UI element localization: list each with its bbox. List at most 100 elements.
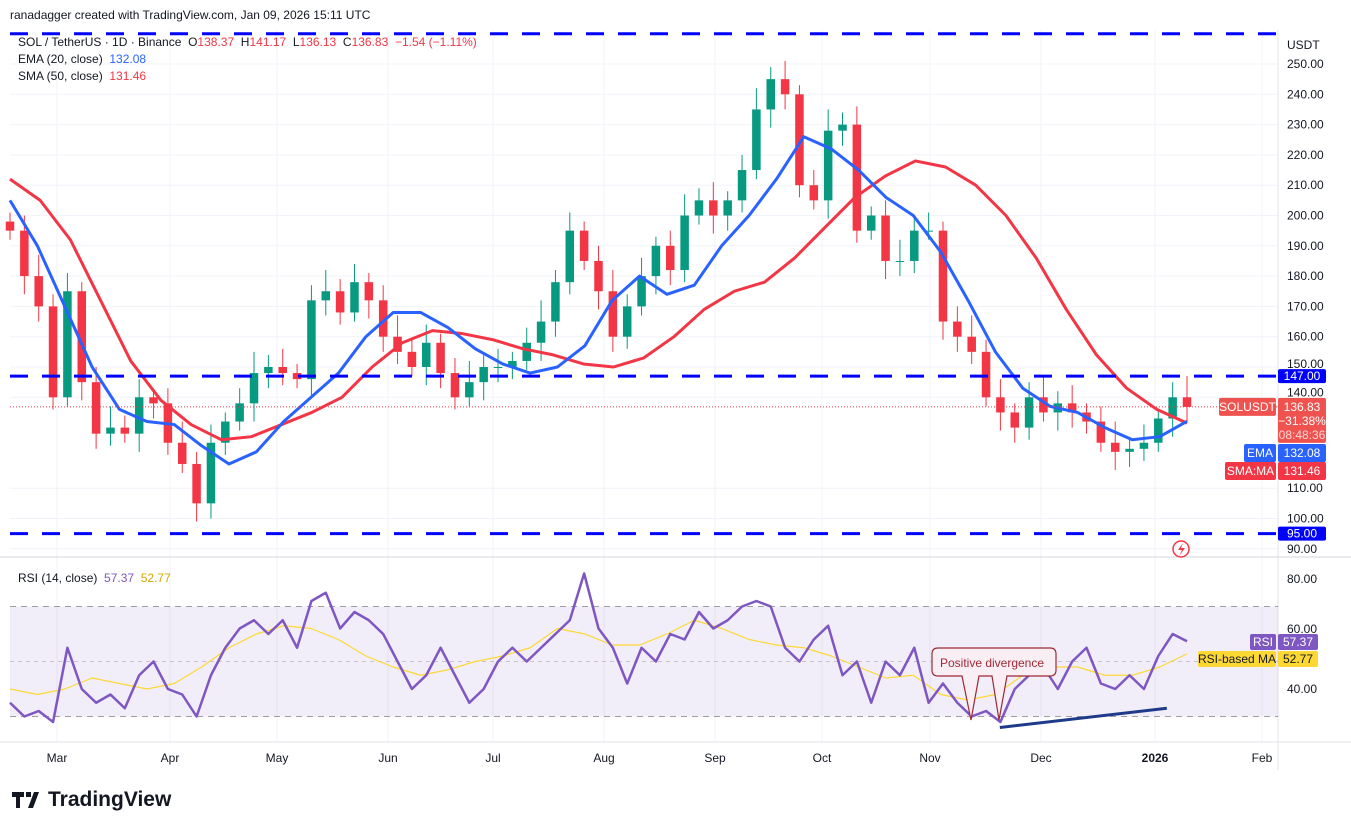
y-tick-label: 230.00 — [1287, 118, 1324, 132]
candle — [924, 230, 933, 232]
candle — [493, 367, 503, 368]
symbol-name[interactable]: SOL / TetherUS · 1D · Binance — [18, 35, 182, 49]
rsi-tick-label: 40.00 — [1287, 682, 1317, 696]
candle — [192, 463, 201, 504]
candle — [1010, 412, 1020, 428]
candle — [666, 245, 675, 271]
candle — [106, 427, 115, 434]
candle — [522, 342, 531, 361]
rsi-ma-tag-text: RSI-based MA — [1198, 652, 1276, 666]
price-badge-price: 136.83 — [1284, 400, 1321, 414]
candle — [795, 94, 804, 186]
candle — [34, 276, 43, 307]
candle — [953, 321, 962, 337]
open-label: O — [188, 35, 198, 49]
tradingview-logo-icon — [12, 792, 39, 808]
open-value: 138.37 — [197, 35, 235, 49]
candle — [1096, 421, 1106, 443]
rsi-tag — [1250, 634, 1276, 650]
candle — [249, 373, 259, 404]
candle — [422, 342, 431, 367]
y-tick-label: 210.00 — [1287, 178, 1324, 192]
candle — [881, 215, 890, 261]
candle — [63, 291, 72, 398]
candle — [221, 421, 230, 443]
candle — [436, 342, 445, 374]
x-tick-label: Oct — [813, 751, 832, 765]
rsi-ma-tag — [1198, 651, 1276, 667]
currency-label: USDT — [1287, 38, 1320, 52]
candle — [967, 336, 976, 352]
change-value: −1.54 (−1.11%) — [394, 35, 477, 49]
candle — [321, 291, 331, 301]
y-tick-label: 90.00 — [1287, 542, 1317, 556]
level-badge-text: 95.00 — [1287, 527, 1317, 541]
ema-tag-text: EMA — [1247, 446, 1273, 460]
x-tick-label: Dec — [1030, 751, 1051, 765]
y-tick-label: 140.00 — [1287, 385, 1324, 399]
x-tick-label: Aug — [593, 751, 614, 765]
rsi-ma-badge — [1278, 651, 1318, 667]
rsi-tag-text: RSI — [1253, 635, 1273, 649]
candle — [77, 291, 87, 383]
rsi-legend-label[interactable]: RSI (14, close) — [18, 571, 98, 585]
candle — [737, 170, 747, 201]
annotation-callout — [931, 647, 1057, 721]
candle — [393, 336, 402, 352]
close-value: 136.83 — [351, 35, 389, 49]
y-tick-label: 150.00 — [1287, 357, 1324, 371]
candle — [680, 215, 689, 271]
candle — [536, 321, 546, 343]
candle — [866, 215, 876, 231]
candle — [1110, 442, 1120, 452]
candle — [1168, 397, 1177, 419]
rsi-ma-line — [9, 619, 1188, 701]
candle — [1039, 397, 1048, 413]
symbol-badge — [1219, 397, 1276, 416]
sma-badge — [1278, 462, 1326, 480]
rsi-ma-badge-text: 52.77 — [1283, 652, 1313, 666]
ema-legend-value: 132.08 — [109, 52, 147, 66]
candle — [1182, 397, 1192, 407]
lightning-icon — [1172, 540, 1190, 558]
x-tick-label: Apr — [161, 751, 180, 765]
y-tick-label: 180.00 — [1287, 269, 1324, 283]
candle — [278, 367, 287, 374]
level-badge-text: 147.00 — [1284, 369, 1321, 383]
price-badge-countdown: 08:48:36 — [1279, 428, 1326, 442]
candle — [1024, 397, 1034, 428]
candle — [450, 373, 460, 398]
candle — [479, 367, 488, 383]
price-badge — [1278, 397, 1326, 443]
rsi-band — [10, 606, 1278, 717]
candle — [579, 230, 589, 261]
symbol-legend: SOL / TetherUS · 1D · Binance O138.37 H1… — [18, 34, 477, 85]
x-tick-label: Jul — [485, 751, 500, 765]
candle — [694, 200, 704, 216]
candle — [838, 124, 847, 131]
symbol-badge-text: SOLUSDT — [1219, 400, 1276, 414]
annotation-text: Positive divergence — [940, 656, 1044, 670]
candle — [910, 230, 919, 261]
credit-text: ranadagger created with TradingView.com,… — [10, 8, 371, 22]
y-tick-label: 160.00 — [1287, 330, 1324, 344]
ema-line — [8, 135, 1188, 466]
rsi-trendline — [999, 706, 1167, 729]
rsi-tick-label: 80.00 — [1287, 572, 1317, 586]
candle — [177, 442, 187, 464]
candle — [20, 230, 29, 277]
candle — [752, 109, 761, 171]
candle — [551, 282, 560, 322]
ema-legend-label[interactable]: EMA (20, close) — [18, 52, 103, 66]
candle — [622, 306, 632, 337]
candle — [235, 403, 244, 422]
y-tick-label: 100.00 — [1287, 512, 1324, 526]
candle — [823, 130, 833, 201]
candle — [465, 382, 474, 398]
rsi-ma-legend-value: 52.77 — [140, 571, 171, 585]
candle — [1139, 442, 1149, 449]
sma-legend-label[interactable]: SMA (50, close) — [18, 69, 103, 83]
candle — [938, 230, 948, 322]
y-tick-label: 240.00 — [1287, 87, 1324, 101]
